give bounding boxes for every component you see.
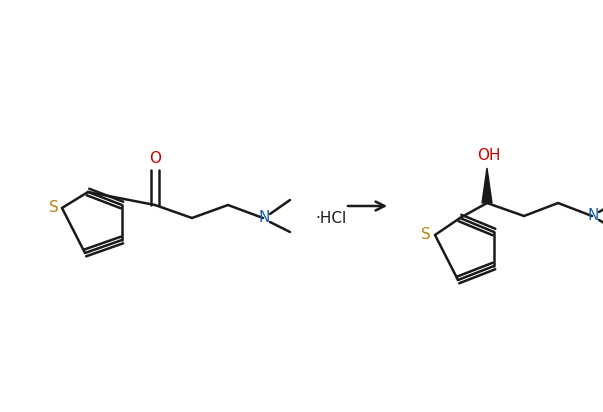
Text: N: N bbox=[258, 209, 270, 225]
Text: ·HCl: ·HCl bbox=[315, 211, 346, 225]
Text: S: S bbox=[49, 199, 59, 215]
Text: S: S bbox=[421, 227, 431, 241]
Text: O: O bbox=[149, 150, 161, 166]
Polygon shape bbox=[482, 168, 492, 203]
Text: OH: OH bbox=[477, 147, 500, 162]
Text: N: N bbox=[587, 208, 599, 222]
